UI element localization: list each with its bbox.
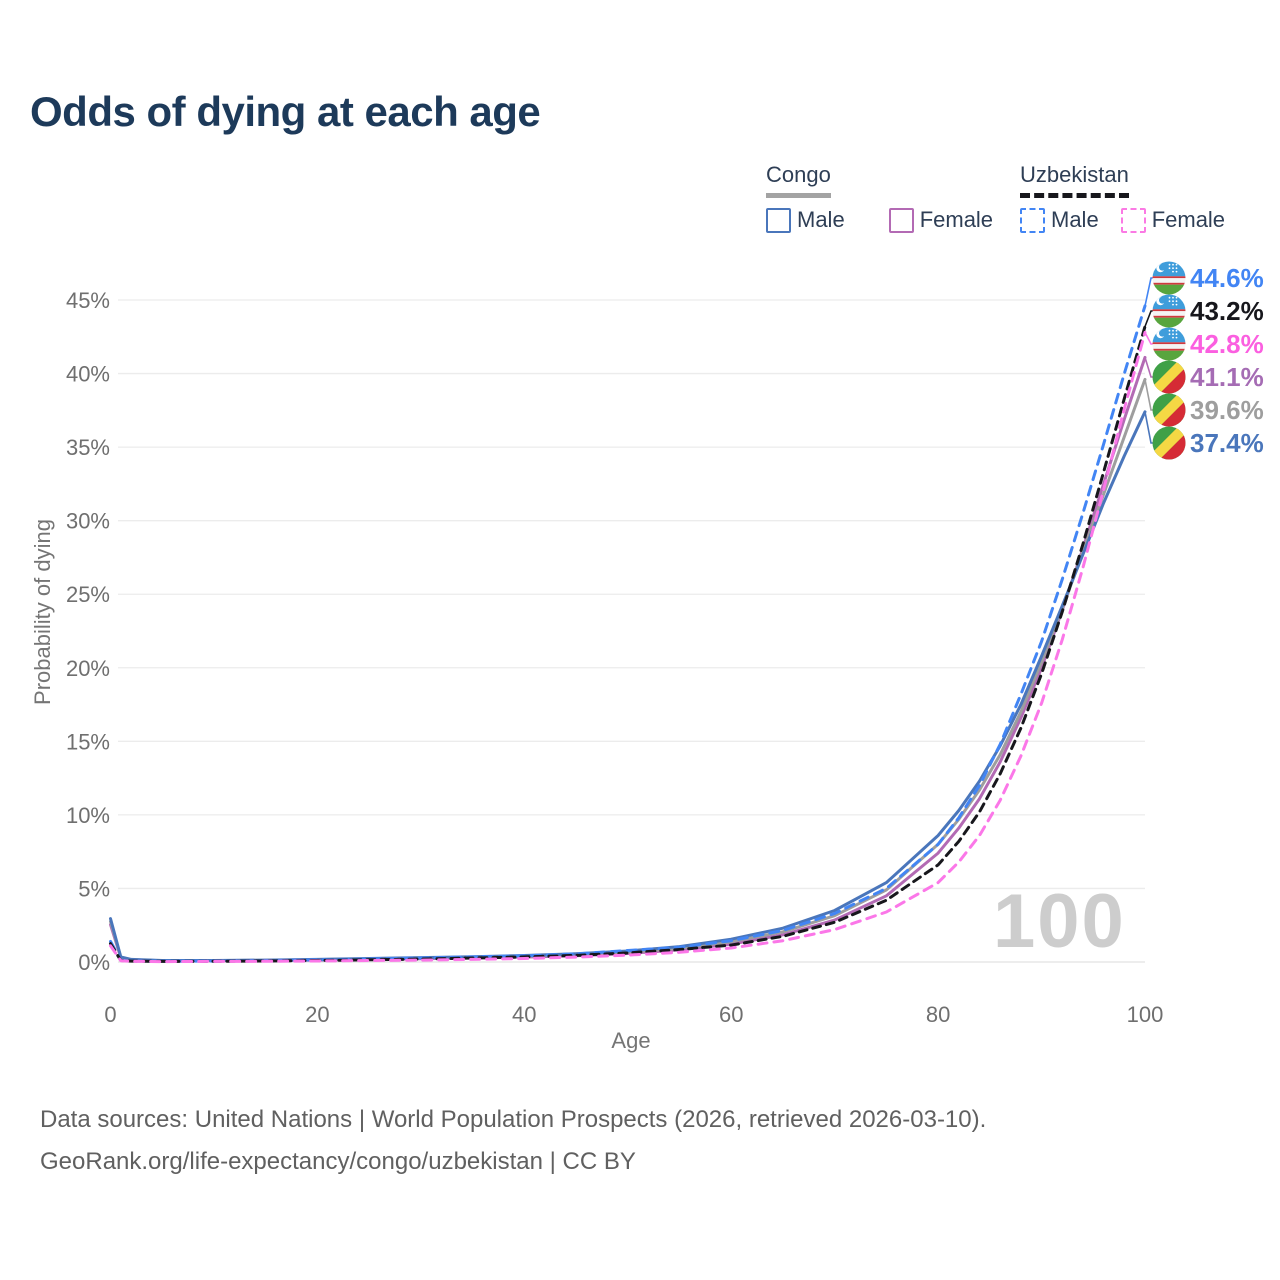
uzbekistan-flag-icon (1152, 327, 1186, 361)
y-tick-label-0: 0% (78, 950, 110, 975)
leader-line-congo-all (1144, 379, 1153, 411)
leader-line-congo-female (1144, 357, 1153, 378)
x-tick-label-100: 100 (1127, 1002, 1164, 1027)
line-uzbekistan-male (109, 304, 1147, 963)
end-label-congo-all: 39.6% (1190, 395, 1264, 425)
legend-label-uzbekistan-female: Female (1151, 207, 1226, 232)
y-tick-label-15: 15% (66, 729, 110, 754)
y-tick-label-35: 35% (66, 435, 110, 460)
x-tick-label-20: 20 (305, 1002, 329, 1027)
legend-label-uzbekistan-male: Male (1051, 207, 1099, 232)
y-tick-label-25: 25% (66, 582, 110, 607)
leader-line-uzbekistan-all (1144, 310, 1153, 327)
line-uzbekistan-female (109, 330, 1147, 964)
congo-female-checkbox[interactable] (888, 207, 914, 233)
y-tick-label-5: 5% (78, 876, 110, 901)
age-watermark: 100 (993, 879, 1126, 964)
legend-item-uzbekistan-male[interactable]: Male (1020, 207, 1099, 233)
line-congo-male (109, 410, 1147, 962)
y-tick-label-20: 20% (66, 656, 110, 681)
legend-header-congo: Congo (766, 162, 831, 198)
line-congo-all (109, 377, 1147, 963)
y-tick-label-40: 40% (66, 362, 110, 387)
congo-flag-icon (1152, 426, 1186, 460)
end-label-uzbekistan-all: 43.2% (1190, 296, 1264, 326)
legend-group-uzbekistan: Uzbekistan Male Female (1020, 162, 1225, 233)
legend-row-uzbekistan: Male Female (1020, 207, 1225, 233)
x-tick-label-60: 60 (719, 1002, 743, 1027)
legend-item-congo-male[interactable]: Male (766, 207, 845, 233)
x-tick-label-80: 80 (926, 1002, 950, 1027)
legend-group-congo: Congo Male Female (766, 162, 993, 233)
x-axis-title: Age (611, 1028, 651, 1053)
uzbekistan-male-checkbox[interactable] (1020, 207, 1045, 233)
line-congo-female (109, 355, 1147, 963)
end-label-congo-female: 41.1% (1190, 362, 1264, 392)
x-tick-label-40: 40 (512, 1002, 536, 1027)
end-label-uzbekistan-female: 42.8% (1190, 329, 1264, 359)
legend-label-congo-female: Female (919, 207, 994, 232)
leader-line-uzbekistan-female (1144, 332, 1153, 345)
legend-header-uzbekistan: Uzbekistan (1020, 162, 1129, 198)
legend-row-congo: Male Female (766, 207, 993, 233)
legend-label-congo-male: Male (797, 207, 845, 232)
leader-line-congo-male (1144, 411, 1153, 444)
y-tick-label-45: 45% (66, 288, 110, 313)
uzbekistan-female-checkbox[interactable] (1120, 207, 1146, 233)
uzbekistan-flag-icon (1152, 261, 1186, 295)
congo-flag-icon (1152, 393, 1186, 427)
page-title: Odds of dying at each age (30, 88, 541, 135)
legend-item-uzbekistan-female[interactable]: Female (1120, 207, 1226, 233)
end-label-congo-male: 37.4% (1190, 428, 1264, 458)
footer-attribution: GeoRank.org/life-expectancy/congo/uzbeki… (40, 1148, 636, 1175)
y-tick-label-10: 10% (66, 803, 110, 828)
congo-flag-icon (1152, 360, 1186, 394)
footer-data-sources: Data sources: United Nations | World Pop… (40, 1106, 987, 1133)
y-tick-label-30: 30% (66, 509, 110, 534)
legend-item-congo-female[interactable]: Female (888, 207, 994, 233)
y-axis-title: Probability of dying (30, 519, 55, 705)
uzbekistan-flag-icon (1152, 294, 1186, 328)
x-tick-label-0: 0 (104, 1002, 116, 1027)
leader-line-uzbekistan-male (1144, 277, 1153, 307)
congo-male-checkbox[interactable] (766, 207, 791, 233)
end-label-uzbekistan-male: 44.6% (1190, 263, 1264, 293)
line-uzbekistan-all (109, 325, 1147, 963)
